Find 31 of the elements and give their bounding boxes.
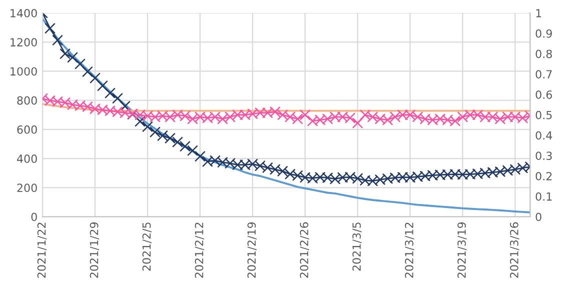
y2-tick-label: 0.9 xyxy=(536,29,552,38)
y-tick-label: 200 xyxy=(17,184,37,192)
x-tick-label: 2021/3/12 xyxy=(404,222,414,278)
x-tick-label: 2021/2/5 xyxy=(142,222,152,271)
y2-tick-label: 0.2 xyxy=(536,172,552,180)
line-series xyxy=(42,18,530,214)
y-tick-label: 600 xyxy=(17,125,37,134)
y2-tick-label: 0 xyxy=(536,212,542,222)
x-tick-label: 2021/3/5 xyxy=(352,222,362,271)
y-tick-label: 0 xyxy=(31,212,37,222)
x-tick-label: 2021/3/26 xyxy=(510,222,520,278)
y2-tick-label: 0.1 xyxy=(536,192,552,201)
x-tick-label: 2021/3/19 xyxy=(457,222,467,278)
y2-tick-label: 0.5 xyxy=(536,110,552,120)
y-tick-label: 1200 xyxy=(10,38,37,46)
x-tick-label: 2021/2/19 xyxy=(247,222,257,278)
y2-tick-label: 0.3 xyxy=(536,152,552,160)
x-tick-label: 2021/2/26 xyxy=(300,222,310,278)
y-tick-label: 1400 xyxy=(10,8,37,18)
x-tick-label: 2021/1/29 xyxy=(90,222,100,278)
y2-tick-label: 0.8 xyxy=(536,50,552,58)
x-tick-label: 2021/2/12 xyxy=(194,222,204,278)
y-tick-label: 1000 xyxy=(10,67,37,76)
y-tick-label: 800 xyxy=(17,96,37,105)
y-tick-label: 400 xyxy=(17,154,37,163)
x-tick-label: 2021/1/22 xyxy=(37,222,47,278)
y2-tick-label: 0.6 xyxy=(536,90,552,99)
y2-tick-label: 1 xyxy=(536,9,542,18)
y2-tick-label: 0.4 xyxy=(536,131,552,140)
line-series xyxy=(42,103,530,112)
y2-tick-label: 0.7 xyxy=(536,70,552,79)
